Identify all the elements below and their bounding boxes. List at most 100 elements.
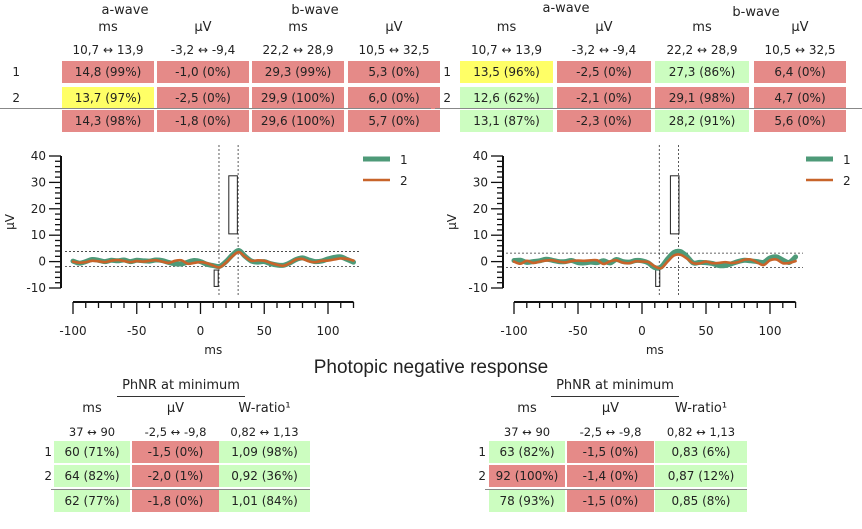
value-cell: 12,6 (62%) — [460, 87, 553, 109]
value-cell: -1,4 (0%) — [567, 465, 654, 487]
row-label: 1 — [12, 65, 20, 79]
value-cell: 62 (77%) — [54, 490, 130, 512]
normal-range-box — [228, 175, 238, 235]
y-tick-label: 20 — [473, 202, 488, 216]
x-tick-label: 50 — [257, 324, 272, 338]
row-label: 1 — [478, 445, 486, 459]
value-cell: 5,7 (0%) — [348, 110, 440, 132]
value-cell: 29,3 (99%) — [252, 61, 344, 83]
value-cell: -1,5 (0%) — [132, 441, 219, 463]
total-divider — [485, 489, 747, 490]
column-header: W-ratio¹ — [674, 401, 728, 416]
y-tick-label: 0 — [480, 255, 488, 269]
legend-label: 2 — [400, 174, 408, 188]
range-label: 37 ↔ 90 — [503, 425, 551, 439]
y-tick-label: 30 — [31, 175, 46, 189]
row-label: 1 — [44, 445, 52, 459]
y-axis-label: µV — [3, 213, 17, 230]
value-cell: 60 (71%) — [54, 441, 130, 463]
y-tick-label: 40 — [31, 149, 46, 163]
range-label: 10,7 ↔ 13,9 — [72, 43, 144, 57]
phnr-group-underline — [117, 396, 245, 397]
value-cell: 28,2 (91%) — [655, 110, 749, 132]
column-header: ms — [496, 20, 517, 35]
x-axis-label: ms — [646, 343, 664, 357]
x-tick-label: -50 — [568, 324, 588, 338]
range-label: 22,2 ↔ 28,9 — [666, 43, 738, 57]
total-divider — [51, 489, 310, 490]
column-header: µV — [385, 20, 403, 35]
range-label: 37 ↔ 90 — [68, 425, 116, 439]
total-divider — [435, 108, 862, 109]
range-label: 0,82 ↔ 1,13 — [230, 425, 299, 439]
value-cell: 4,7 (0%) — [754, 87, 846, 109]
value-cell: 63 (82%) — [489, 441, 565, 463]
value-cell: 6,4 (0%) — [754, 61, 846, 83]
value-cell: 13,7 (97%) — [62, 87, 154, 109]
value-cell: -1,8 (0%) — [132, 490, 219, 512]
row-label: 2 — [443, 91, 451, 105]
value-cell: -1,5 (0%) — [567, 490, 654, 512]
y-tick-label: 40 — [473, 149, 488, 163]
row-label: 2 — [478, 469, 486, 483]
column-header: µV — [166, 401, 185, 416]
panel-left: a-wave b-wave — [102, 3, 339, 18]
phnr-group-header: PhNR at minimum — [122, 378, 240, 393]
value-cell: -2,5 (0%) — [557, 61, 651, 83]
column-header: µV — [791, 20, 809, 35]
row-label: 2 — [44, 469, 52, 483]
x-tick-label: 50 — [698, 324, 713, 338]
value-cell: 14,8 (99%) — [62, 61, 154, 83]
column-header: µV — [194, 20, 212, 35]
range-label: 10,5 ↔ 32,5 — [358, 43, 430, 57]
panel-right: a-wave b-wave — [431, 0, 862, 529]
value-cell: 64 (82%) — [54, 465, 130, 487]
range-label: -2,5 ↔ -9,8 — [579, 425, 642, 439]
value-cell: 5,6 (0%) — [754, 110, 846, 132]
value-cell: -1,0 (0%) — [157, 61, 249, 83]
x-tick-label: -50 — [127, 324, 147, 338]
range-label: -2,5 ↔ -9,8 — [144, 425, 207, 439]
value-cell: 13,1 (87%) — [460, 110, 553, 132]
phnr-group-header: PhNR at minimum — [556, 378, 674, 393]
x-tick-label: 0 — [638, 324, 646, 338]
x-tick-label: -100 — [500, 324, 527, 338]
y-tick-label: 10 — [31, 228, 46, 242]
x-axis-label: ms — [204, 343, 222, 357]
column-header: ms — [288, 20, 308, 35]
value-cell: 78 (93%) — [489, 490, 565, 512]
total-divider — [0, 108, 431, 109]
y-tick-label: 0 — [38, 255, 46, 269]
column-header: ms — [692, 20, 712, 35]
value-cell: -1,8 (0%) — [157, 110, 249, 132]
value-cell: 27,3 (86%) — [655, 61, 749, 83]
range-label: -3,2 ↔ -9,4 — [571, 43, 637, 57]
value-cell: 1,01 (84%) — [219, 490, 310, 512]
value-cell: 0,83 (6%) — [655, 441, 747, 463]
phnr-group-underline — [551, 396, 679, 397]
column-header: µV — [601, 401, 620, 416]
value-cell: -2,1 (0%) — [557, 87, 651, 109]
x-tick-label: 100 — [317, 324, 340, 338]
value-cell: 6,0 (0%) — [348, 87, 440, 109]
y-tick-label: -10 — [468, 281, 488, 295]
column-header: ms — [517, 401, 537, 416]
column-header: ms — [82, 401, 102, 416]
series-line-1 — [70, 248, 356, 270]
value-cell: 1,09 (98%) — [219, 441, 310, 463]
normal-range-box — [213, 269, 219, 287]
column-header: ms — [98, 20, 118, 35]
value-cell: 13,5 (96%) — [460, 61, 553, 83]
series-line-2 — [512, 253, 797, 270]
value-cell: 5,3 (0%) — [348, 61, 440, 83]
x-tick-label: 100 — [759, 324, 782, 338]
y-tick-label: 10 — [473, 228, 488, 242]
y-tick-label: 30 — [473, 175, 488, 189]
value-cell: -2,5 (0%) — [157, 87, 249, 109]
value-cell: -2,0 (1%) — [132, 465, 219, 487]
section-title: Photopic negative response — [313, 357, 549, 378]
group-header-b-wave: b-wave — [291, 3, 339, 18]
y-tick-label: -10 — [26, 281, 46, 295]
